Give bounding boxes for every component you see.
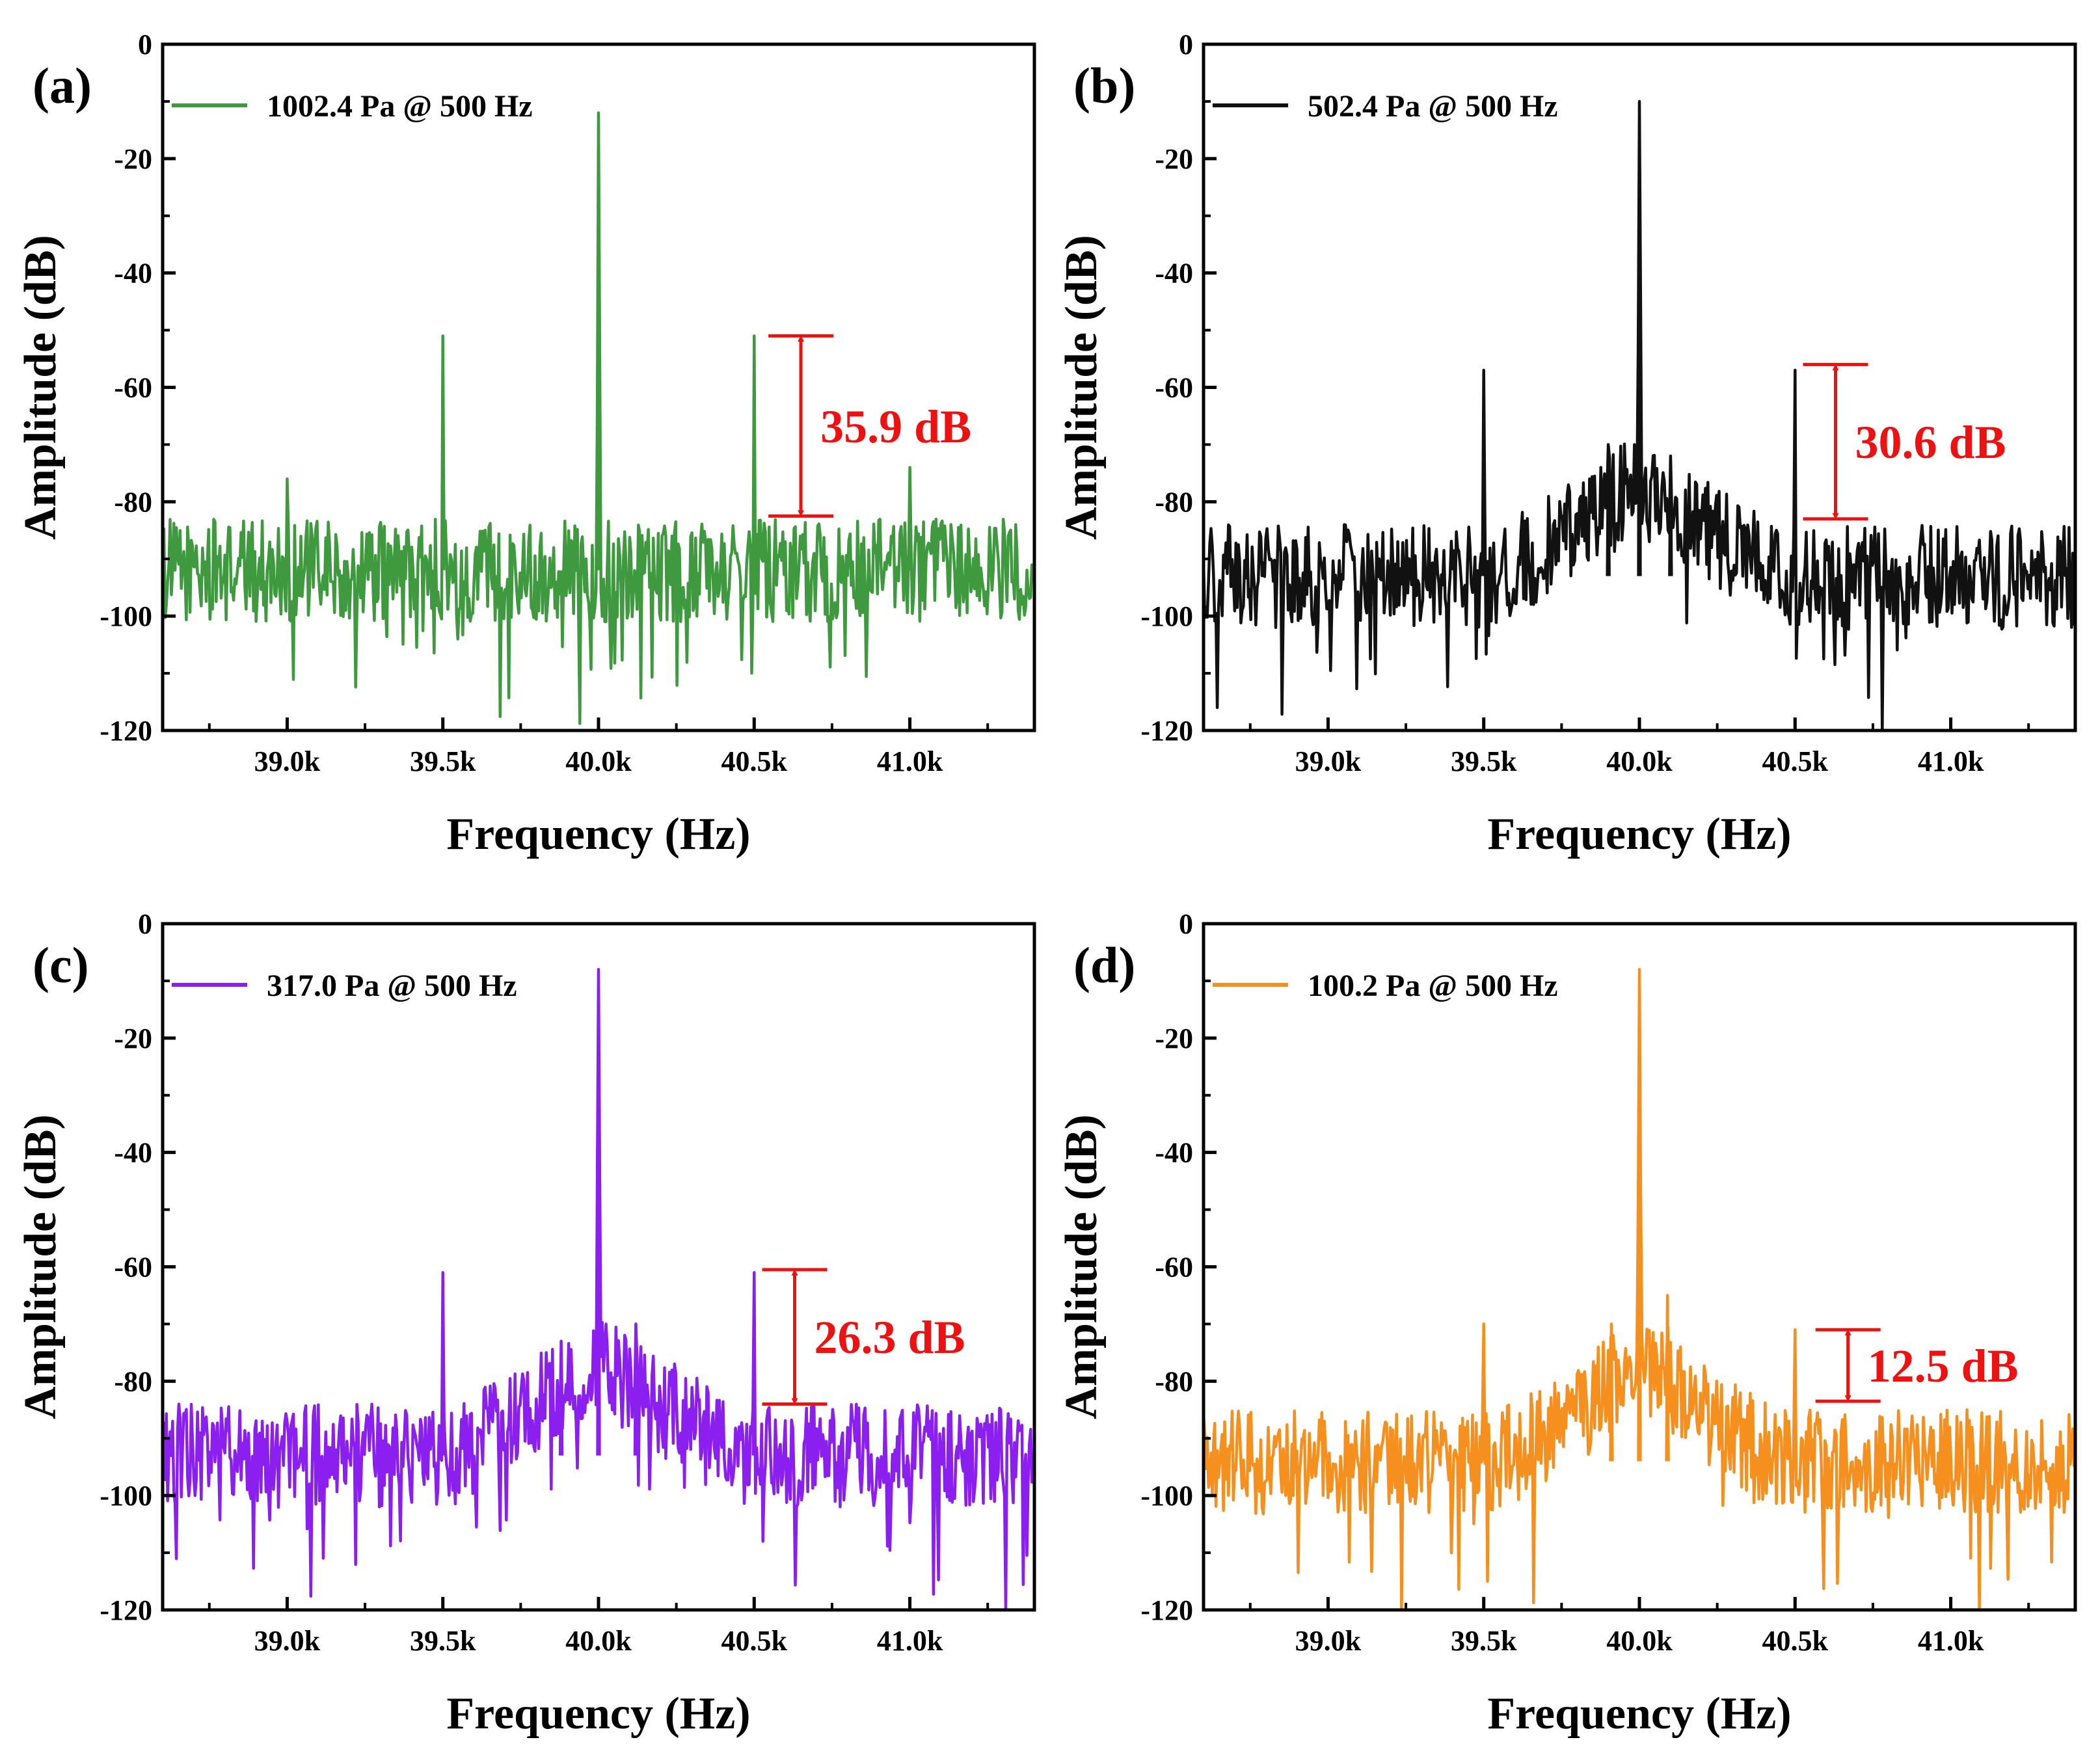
y-tick-label: -40 — [1155, 258, 1193, 289]
y-tick-label: -20 — [1155, 143, 1193, 175]
y-axis-title: Amplitude (dB) — [1057, 235, 1107, 540]
panel-b: 0 -20 -40 -60 -80 -100 -120 39.0k 39.5k 40.0k 40.5… — [1057, 29, 2077, 859]
x-tick-label: 39.0k — [1295, 1625, 1362, 1657]
y-tick-label: -60 — [1155, 1252, 1193, 1283]
x-tick-label: 40.5k — [721, 1625, 788, 1657]
annotation-label: 35.9 dB — [820, 401, 971, 453]
x-tick-label: 39.5k — [410, 745, 476, 777]
spectrum-line-c — [163, 968, 1034, 1610]
x-tick-label: 40.5k — [1762, 1625, 1829, 1657]
x-tick-label: 40.5k — [721, 745, 788, 777]
y-axis-title: Amplitude (dB) — [16, 1114, 66, 1419]
spectrum-line-b — [1204, 100, 2075, 730]
y-tick-label: -80 — [1155, 1365, 1193, 1397]
y-axis-title: Amplitude (dB) — [16, 235, 66, 540]
y-tick-label: 0 — [1179, 29, 1193, 60]
x-tick-label: 39.0k — [254, 1625, 321, 1657]
x-axis-title: Frequency (Hz) — [1487, 809, 1791, 859]
y-tick-label: 0 — [1179, 908, 1193, 940]
y-tick-label: -60 — [114, 1252, 152, 1283]
x-tick-label: 40.0k — [565, 1625, 632, 1657]
x-tick-label: 41.0k — [1918, 1625, 1984, 1657]
legend-entry: 1002.4 Pa @ 500 Hz — [267, 89, 533, 124]
y-tick-label: -60 — [1155, 372, 1193, 404]
panel-label: (d) — [1073, 937, 1135, 993]
x-tick-label: 39.0k — [254, 745, 321, 777]
legend-entry: 502.4 Pa @ 500 Hz — [1308, 89, 1558, 124]
annotation-label: 30.6 dB — [1855, 416, 2006, 468]
spectrum-line-a — [163, 111, 1034, 725]
y-tick-label: -60 — [114, 372, 152, 404]
y-tick-label: -20 — [114, 143, 152, 175]
y-tick-label: -120 — [100, 715, 152, 747]
legend-entry: 317.0 Pa @ 500 Hz — [267, 969, 517, 1003]
spectrum-line-d — [1204, 968, 2075, 1610]
x-axis-title: Frequency (Hz) — [446, 1689, 750, 1739]
y-tick-label: -20 — [114, 1023, 152, 1054]
y-tick-label: -100 — [1140, 600, 1193, 632]
x-tick-label: 41.0k — [1918, 745, 1984, 777]
panel-c: 0 -20 -40 -60 -80 -100 -120 39.0k 39.5k 40.0k 40.5… — [16, 908, 1036, 1739]
panel-a: 0 -20 -40 -60 -80 -100 -120 39.0k 39.5k 40.0k 40.5… — [16, 29, 1036, 859]
x-axis-title: Frequency (Hz) — [1487, 1689, 1791, 1739]
y-tick-label: -40 — [114, 258, 152, 289]
panel-label: (b) — [1073, 57, 1135, 114]
annotation-label: 26.3 dB — [814, 1311, 965, 1363]
x-tick-label: 39.5k — [410, 1625, 476, 1657]
x-axis-title: Frequency (Hz) — [446, 809, 750, 859]
x-tick-label: 39.5k — [1451, 745, 1517, 777]
y-tick-label: 0 — [138, 908, 152, 940]
panel-label: (a) — [33, 57, 92, 114]
y-tick-label: -100 — [100, 1480, 152, 1512]
y-tick-label: -40 — [1155, 1137, 1193, 1169]
y-tick-label: -100 — [100, 600, 152, 632]
y-tick-label: 0 — [138, 29, 152, 60]
legend-entry: 100.2 Pa @ 500 Hz — [1308, 969, 1558, 1003]
x-tick-label: 40.0k — [565, 745, 632, 777]
y-axis-title: Amplitude (dB) — [1057, 1114, 1107, 1419]
panel-d: 0 -20 -40 -60 -80 -100 -120 39.0k 39.5k 40.0k 40.5… — [1057, 908, 2077, 1739]
y-tick-label: -80 — [1155, 486, 1193, 518]
y-tick-label: -80 — [114, 486, 152, 518]
y-tick-label: -120 — [1140, 715, 1193, 747]
x-tick-label: 39.5k — [1451, 1625, 1517, 1657]
y-tick-label: -80 — [114, 1365, 152, 1397]
y-tick-label: -100 — [1140, 1480, 1193, 1512]
y-tick-label: -20 — [1155, 1023, 1193, 1054]
y-tick-label: -120 — [100, 1594, 152, 1626]
x-tick-label: 40.0k — [1606, 745, 1673, 777]
x-tick-label: 41.0k — [877, 745, 943, 777]
y-tick-label: -40 — [114, 1137, 152, 1169]
x-tick-label: 40.5k — [1762, 745, 1829, 777]
panel-label: (c) — [33, 937, 89, 993]
x-tick-label: 41.0k — [877, 1625, 943, 1657]
x-tick-label: 39.0k — [1295, 745, 1362, 777]
x-tick-label: 40.0k — [1606, 1625, 1673, 1657]
annotation-label: 12.5 dB — [1868, 1340, 2019, 1392]
y-tick-label: -120 — [1140, 1594, 1193, 1626]
